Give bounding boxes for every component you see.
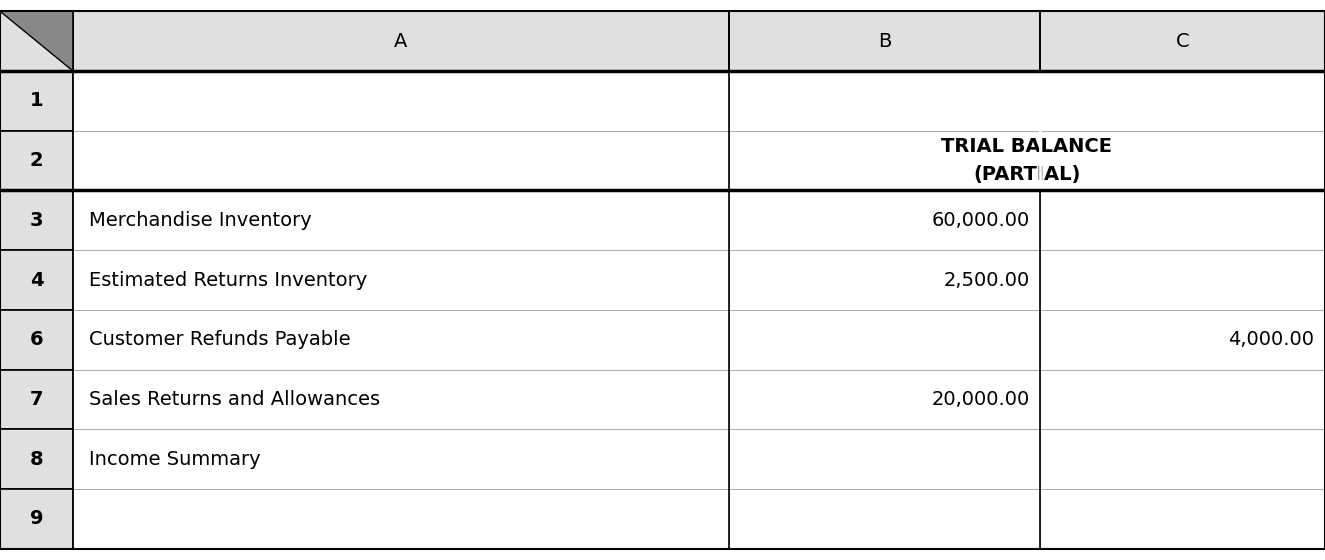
Bar xyxy=(73,71,729,130)
Bar xyxy=(0,370,73,430)
Text: Sales Returns and Allowances: Sales Returns and Allowances xyxy=(89,390,380,409)
Text: C: C xyxy=(1175,31,1190,50)
Text: 1: 1 xyxy=(29,91,44,110)
Bar xyxy=(729,310,1040,370)
Bar xyxy=(1040,250,1325,310)
Bar xyxy=(1040,71,1325,130)
Bar xyxy=(0,130,73,190)
Bar xyxy=(73,11,729,71)
Bar xyxy=(1040,430,1325,489)
Text: 20,000.00: 20,000.00 xyxy=(931,390,1030,409)
Text: A: A xyxy=(394,31,408,50)
Text: 7: 7 xyxy=(29,390,44,409)
Bar xyxy=(0,430,73,489)
Text: TRIAL BALANCE
(PARTIAL): TRIAL BALANCE (PARTIAL) xyxy=(941,137,1113,184)
Bar xyxy=(729,430,1040,489)
Text: Income Summary: Income Summary xyxy=(89,450,261,469)
Bar xyxy=(0,310,73,370)
Text: Merchandise Inventory: Merchandise Inventory xyxy=(89,211,311,230)
Bar xyxy=(729,130,1040,190)
Text: 60,000.00: 60,000.00 xyxy=(931,211,1030,230)
Bar xyxy=(729,370,1040,430)
Bar xyxy=(0,250,73,310)
Text: 4,000.00: 4,000.00 xyxy=(1228,330,1314,349)
Bar xyxy=(729,190,1040,250)
Bar xyxy=(73,489,729,549)
Bar xyxy=(729,11,1040,71)
Bar xyxy=(1040,310,1325,370)
Bar xyxy=(73,190,729,250)
Bar xyxy=(729,250,1040,310)
Bar xyxy=(1040,489,1325,549)
Bar xyxy=(0,71,73,130)
Bar xyxy=(0,11,73,71)
Text: 2,500.00: 2,500.00 xyxy=(943,270,1030,290)
Text: 6: 6 xyxy=(29,330,44,349)
Bar xyxy=(0,489,73,549)
Bar xyxy=(0,190,73,250)
Text: 4: 4 xyxy=(29,270,44,290)
Polygon shape xyxy=(0,11,73,71)
Bar xyxy=(1040,130,1325,190)
Bar xyxy=(1040,190,1325,250)
Text: 9: 9 xyxy=(29,510,44,529)
Text: B: B xyxy=(877,31,892,50)
Bar xyxy=(73,250,729,310)
Text: Customer Refunds Payable: Customer Refunds Payable xyxy=(89,330,350,349)
Bar xyxy=(1040,370,1325,430)
Bar xyxy=(73,370,729,430)
Text: 2: 2 xyxy=(29,151,44,170)
Text: Estimated Returns Inventory: Estimated Returns Inventory xyxy=(89,270,367,290)
Bar xyxy=(73,130,729,190)
Bar xyxy=(1040,11,1325,71)
Bar xyxy=(73,310,729,370)
Bar xyxy=(73,430,729,489)
Bar xyxy=(729,71,1040,130)
Text: 8: 8 xyxy=(29,450,44,469)
Bar xyxy=(729,489,1040,549)
Text: 3: 3 xyxy=(29,211,44,230)
